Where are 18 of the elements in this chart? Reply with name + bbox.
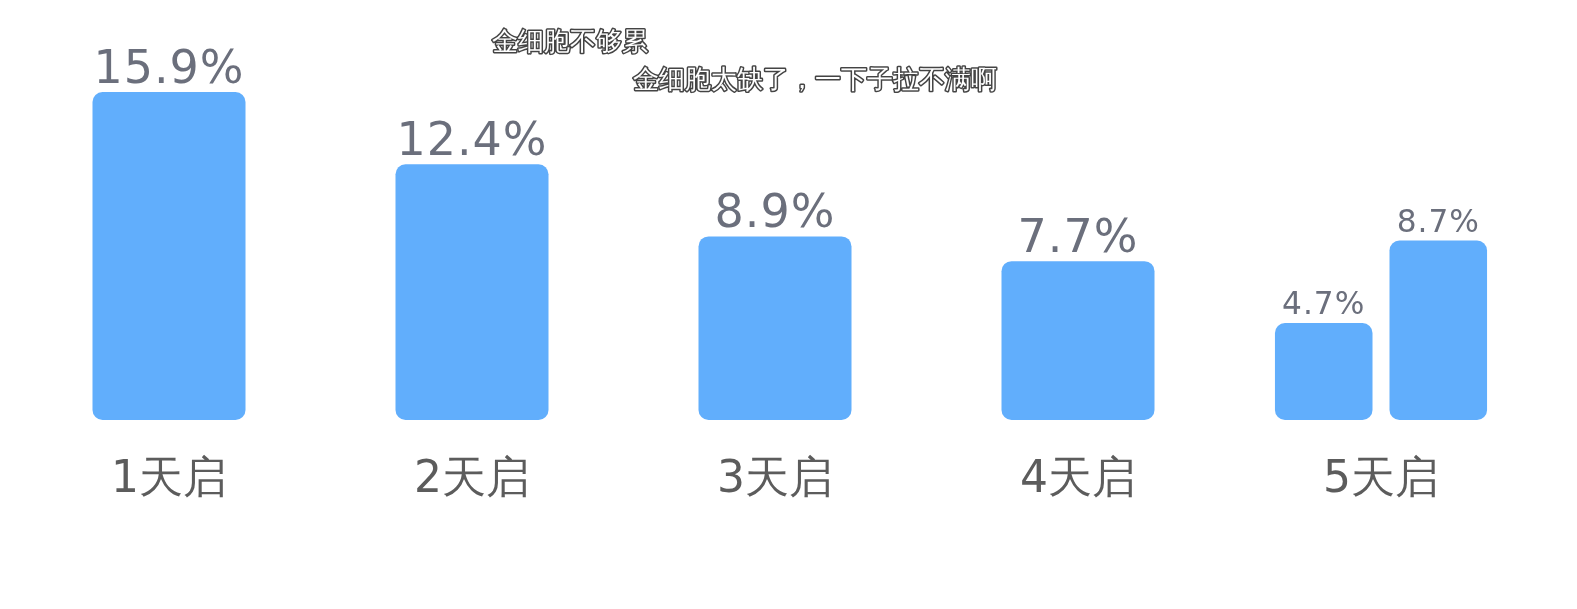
- x-tick-label: 1天启: [111, 451, 227, 502]
- annotation: 金细胞太缺了，一下子拉不满啊: [633, 64, 997, 94]
- data-label: 12.4%: [396, 112, 548, 167]
- bar: [1389, 240, 1488, 420]
- x-tick-label: 4天启: [1020, 451, 1136, 502]
- bar: [698, 236, 852, 420]
- data-label: 15.9%: [93, 40, 245, 94]
- data-label: 8.7%: [1396, 202, 1480, 239]
- text: 金细胞不够累: [492, 26, 648, 56]
- bar: [1001, 261, 1155, 420]
- data-label: 8.9%: [714, 184, 836, 239]
- data-label: 4.7%: [1282, 285, 1366, 322]
- x-tick-label: 3天启: [717, 451, 833, 502]
- data-label: 7.7%: [1017, 209, 1139, 264]
- bar: [395, 164, 549, 420]
- x-tick-label: 2天启: [414, 451, 530, 502]
- x-tick-label: 5天启: [1323, 451, 1439, 502]
- bar: [92, 92, 246, 420]
